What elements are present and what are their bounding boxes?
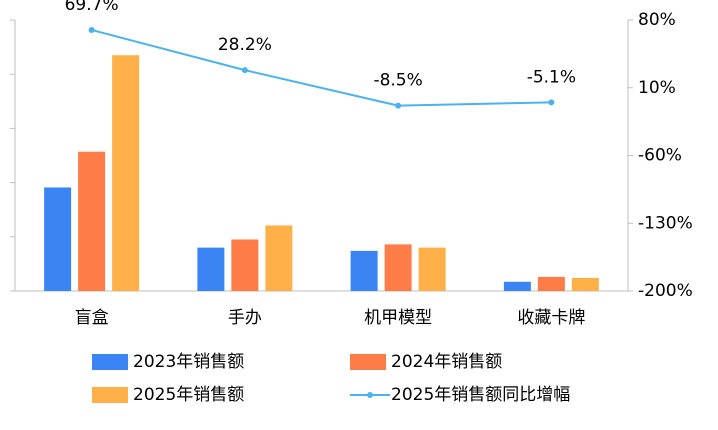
line-point	[548, 99, 555, 106]
bar	[418, 247, 446, 291]
legend-swatch	[350, 354, 386, 370]
bar	[384, 244, 412, 291]
legend-swatch	[92, 387, 128, 403]
y2-tick-label: -130%	[638, 213, 693, 233]
y2-tick-label: -200%	[638, 281, 693, 301]
data-label: -8.5%	[373, 71, 422, 91]
bar	[265, 225, 293, 291]
bar	[231, 239, 259, 291]
data-label: -5.1%	[527, 67, 576, 87]
legend-label: 2023年销售额	[133, 352, 244, 372]
bar	[78, 151, 106, 291]
data-label: 28.2%	[218, 35, 272, 55]
bar	[350, 250, 378, 291]
data-label: 69.7%	[65, 0, 119, 15]
line-point	[395, 102, 402, 109]
legend-label: 2025年销售额同比增幅	[391, 385, 570, 405]
bar	[44, 187, 72, 291]
line	[91, 29, 552, 107]
legend-swatch	[92, 354, 128, 370]
y2-tick-label: 80%	[638, 10, 676, 30]
x-tick-label: 手办	[228, 308, 262, 328]
legend-label: 2024年销售额	[391, 352, 502, 372]
x-tick-label: 收藏卡牌	[517, 308, 585, 328]
bar	[571, 277, 599, 291]
line-point	[88, 26, 95, 33]
bar	[197, 247, 225, 291]
x-tick-label: 盲盒	[75, 308, 109, 328]
legend-marker	[367, 392, 373, 398]
y2-tick-label: 10%	[638, 78, 676, 98]
bar	[537, 276, 565, 291]
bar	[112, 55, 140, 292]
x-tick-label: 机甲模型	[364, 308, 432, 328]
legend-label: 2025年销售额	[133, 385, 244, 405]
y2-tick-label: -60%	[638, 146, 682, 166]
line-point	[241, 67, 248, 74]
bar	[503, 281, 531, 291]
